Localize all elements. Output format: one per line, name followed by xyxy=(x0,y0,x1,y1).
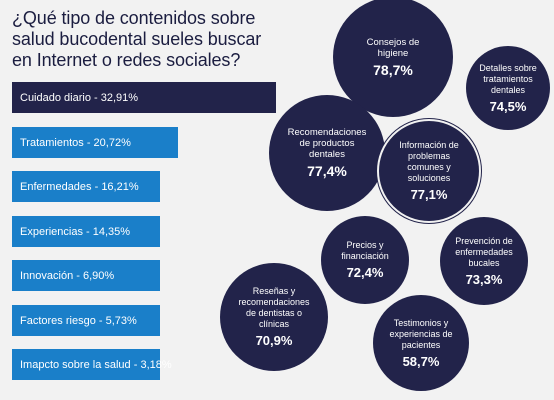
bubble-label: Información de problemas comunes y soluc… xyxy=(399,140,459,183)
bar: Imapcto sobre la salud - 3,18% xyxy=(12,349,172,380)
bubble-label: Prevención de enfermedades bucales xyxy=(455,235,513,268)
bar: Enfermedades - 16,21% xyxy=(12,171,160,202)
bubble: Consejos de higiene 78,7% xyxy=(333,0,453,117)
title-line: salud bucodental sueles buscar xyxy=(12,29,262,49)
bubble-label: Reseñas y recomendaciones de dentistas o… xyxy=(238,286,310,329)
bubble-value: 58,7% xyxy=(402,353,440,369)
bubble: Detalles sobre tratamientos dentales 74,5… xyxy=(466,46,550,130)
bubble-value: 77,1% xyxy=(410,187,448,202)
bubble-label: Recomendaciones de productos dentales xyxy=(287,127,367,160)
bubble: Precios y financiación 72,4% xyxy=(321,216,409,304)
bubble-value: 77,4% xyxy=(307,163,347,179)
bubble-label: Detalles sobre tratamientos dentales xyxy=(479,62,537,95)
bubble: Recomendaciones de productos dentales 77,… xyxy=(269,95,385,211)
bubble-value: 72,4% xyxy=(346,265,384,280)
bar: Factores riesgo - 5,73% xyxy=(12,305,160,336)
bubble-value: 78,7% xyxy=(373,61,413,78)
title-line: en Internet o redes sociales? xyxy=(12,50,241,70)
bubble-value: 73,3% xyxy=(465,271,503,287)
bubble: Prevención de enfermedades bucales 73,3% xyxy=(440,217,528,305)
bubble-value: 74,5% xyxy=(489,98,527,114)
bubble-label: Consejos de higiene xyxy=(366,36,420,59)
bar: Experiencias - 14,35% xyxy=(12,216,160,247)
bubble: Información de problemas comunes y soluc… xyxy=(377,119,481,223)
bubble-label: Precios y financiación xyxy=(341,240,389,261)
chart-title: ¿Qué tipo de contenidos sobre salud buco… xyxy=(12,8,302,71)
bubble-label: Testimonios y experiencias de pacientes xyxy=(389,317,453,350)
bar: Tratamientos - 20,72% xyxy=(12,127,178,158)
bubble: Testimonios y experiencias de pacientes 5… xyxy=(373,295,469,391)
bubble-value: 70,9% xyxy=(255,333,293,348)
title-line: ¿Qué tipo de contenidos sobre xyxy=(12,8,256,28)
bar: Innovación - 6,90% xyxy=(12,260,160,291)
bubble: Reseñas y recomendaciones de dentistas o… xyxy=(220,263,328,371)
bar: Cuidado diario - 32,91% xyxy=(12,82,276,113)
